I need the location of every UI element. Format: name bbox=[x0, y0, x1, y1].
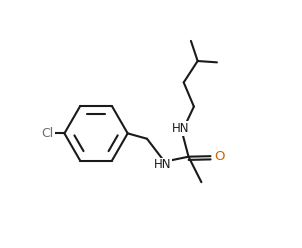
Text: HN: HN bbox=[153, 158, 171, 171]
Text: HN: HN bbox=[172, 122, 189, 135]
Text: O: O bbox=[214, 150, 224, 163]
Text: Cl: Cl bbox=[42, 127, 54, 140]
